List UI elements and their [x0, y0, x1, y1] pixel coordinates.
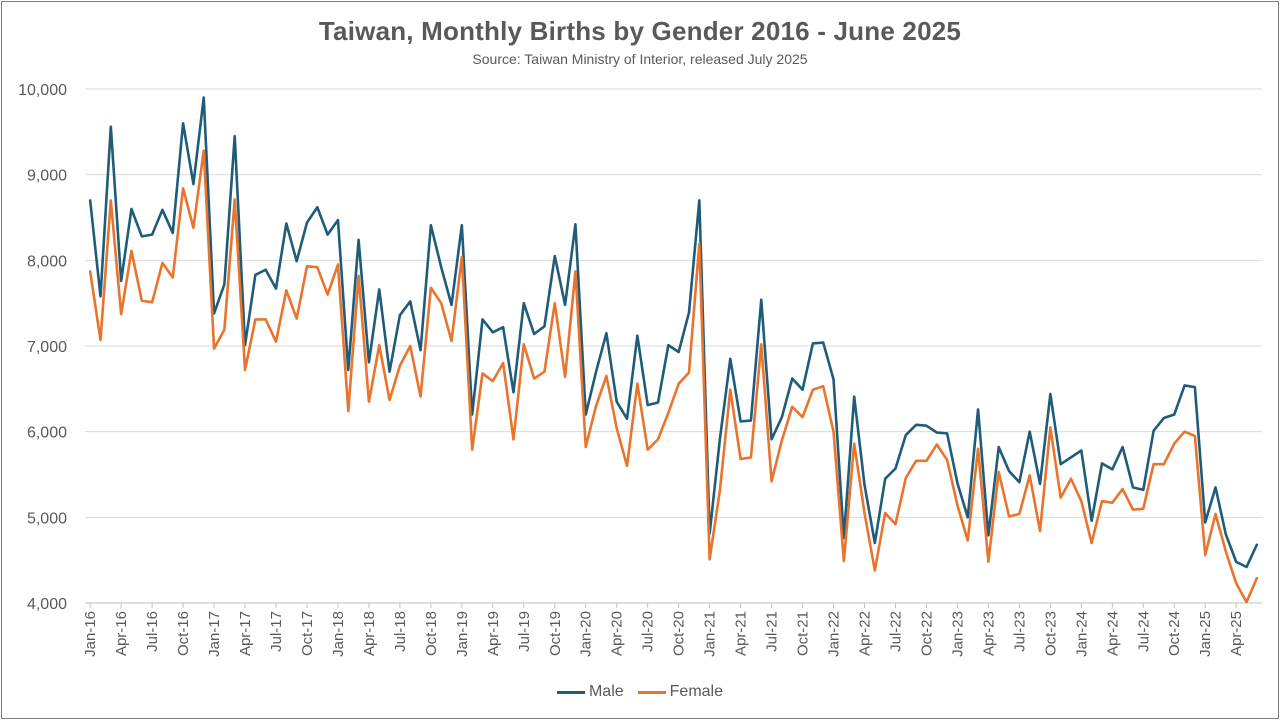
series-line-male — [88, 96, 1259, 569]
x-tick-label: Jan-23 — [949, 611, 966, 657]
x-tick-label: Oct-18 — [423, 611, 440, 656]
y-axis-ticks: 4,000 5,000 6,000 7,000 8,000 9,000 10,000 — [18, 82, 67, 613]
x-tick-label: Jul-22 — [887, 611, 904, 652]
x-tick-label: Jan-21 — [702, 611, 719, 657]
y-tick-label: 4,000 — [27, 596, 67, 613]
x-tick-label: Jan-19 — [454, 611, 471, 657]
x-tick-label: Jan-18 — [330, 611, 347, 657]
x-tick-label: Jul-21 — [764, 611, 781, 652]
x-tick-label: Oct-23 — [1042, 611, 1059, 656]
x-tick-label: Oct-22 — [918, 611, 935, 656]
x-tick-label: Jul-17 — [268, 611, 285, 652]
x-tick-label: Oct-16 — [175, 611, 192, 656]
x-tick-label: Oct-21 — [795, 611, 812, 656]
y-tick-label: 9,000 — [27, 168, 67, 185]
chart-subtitle: Source: Taiwan Ministry of Interior, rel… — [472, 51, 808, 67]
x-tick-label: Jan-16 — [82, 611, 99, 657]
y-tick-label: 6,000 — [27, 425, 67, 442]
x-tick-label: Jan-22 — [826, 611, 843, 657]
x-tick-label: Jul-23 — [1011, 611, 1028, 652]
x-tick-label: Jan-17 — [206, 611, 223, 657]
x-tick-label: Jan-20 — [578, 611, 595, 657]
legend-item-female: Female — [637, 683, 724, 701]
gridlines — [85, 88, 1262, 604]
legend-swatch-male — [556, 690, 585, 694]
x-tick-label: Apr-25 — [1228, 611, 1245, 656]
x-tick-label: Apr-24 — [1104, 611, 1121, 656]
x-tick-label: Oct-19 — [547, 611, 564, 656]
y-tick-label: 8,000 — [27, 253, 67, 270]
x-tick-label: Apr-22 — [857, 611, 874, 656]
legend-label-female: Female — [669, 683, 724, 700]
x-tick-label: Apr-19 — [485, 611, 502, 656]
x-tick-label: Jan-24 — [1073, 611, 1090, 657]
x-tick-label: Jul-24 — [1135, 611, 1152, 652]
x-tick-label: Jul-16 — [144, 611, 161, 652]
legend-item-male: Male — [556, 683, 624, 701]
x-tick-label: Apr-20 — [609, 611, 626, 656]
x-axis: Jan-16 Apr-16 Jul-16 Oct-16 Jan-17 Apr-17 Jul-… — [82, 603, 1245, 657]
legend-label-male: Male — [588, 683, 624, 700]
x-tick-label: Oct-24 — [1166, 611, 1183, 656]
legend-swatch-female — [637, 690, 666, 694]
x-tick-label: Apr-21 — [733, 611, 750, 656]
x-tick-label: Apr-17 — [237, 611, 254, 656]
legend: Male Female — [0, 683, 1280, 701]
chart-title: Taiwan, Monthly Births by Gender 2016 - … — [318, 16, 962, 46]
series-layer — [88, 96, 1259, 604]
x-tick-label: Oct-20 — [671, 611, 688, 656]
series-line-female — [88, 149, 1259, 604]
x-tick-label: Oct-17 — [299, 611, 316, 656]
x-tick-label: Apr-16 — [113, 611, 130, 656]
x-tick-label: Jul-18 — [392, 611, 409, 652]
y-tick-label: 5,000 — [27, 510, 67, 527]
y-tick-label: 7,000 — [27, 339, 67, 356]
x-tick-label: Jan-25 — [1197, 611, 1214, 657]
x-tick-label: Apr-18 — [361, 611, 378, 656]
x-tick-label: Jul-19 — [516, 611, 533, 652]
y-tick-label: 10,000 — [18, 82, 67, 99]
x-tick-label: Jul-20 — [640, 611, 657, 652]
x-tick-label: Apr-23 — [980, 611, 997, 656]
